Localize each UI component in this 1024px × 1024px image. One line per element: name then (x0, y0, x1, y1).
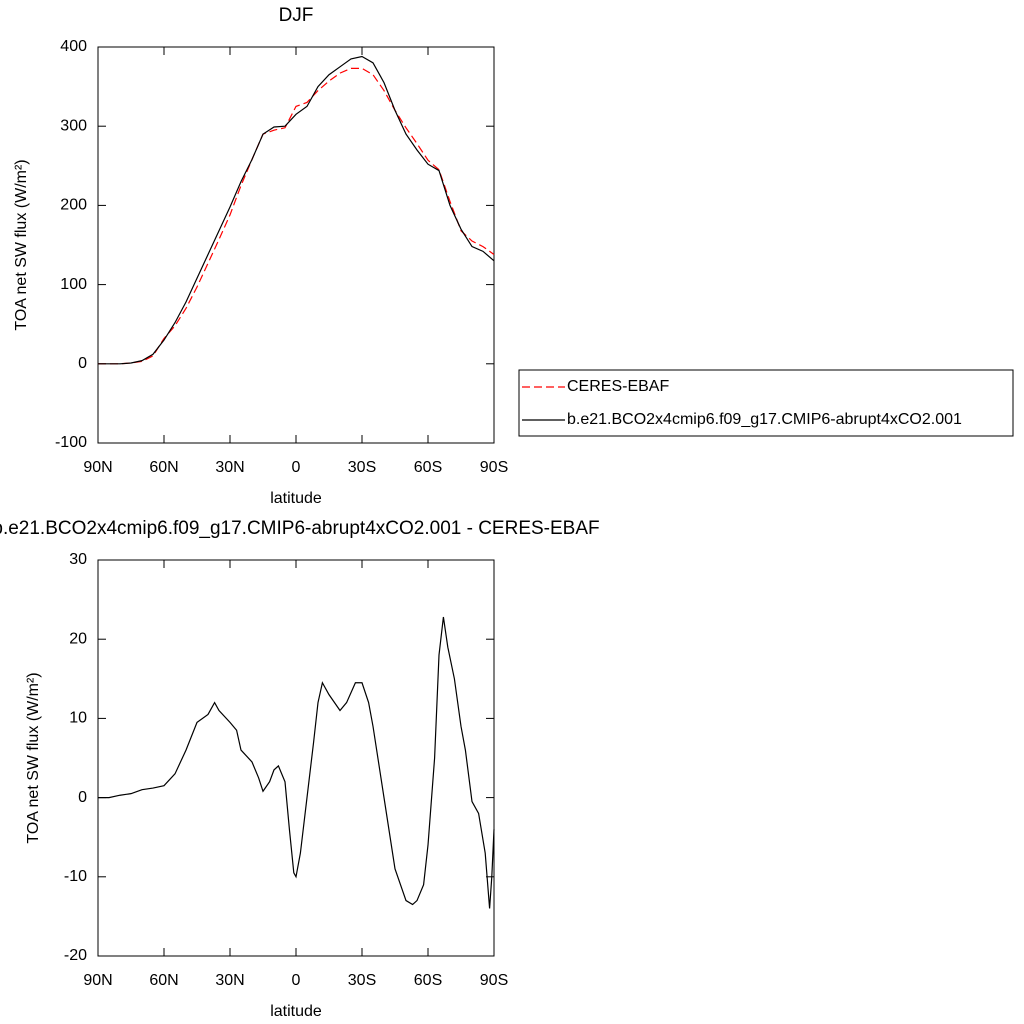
y-tick-label: 20 (69, 630, 87, 647)
x-axis-label: latitude (270, 490, 322, 507)
x-tick-label: 60S (414, 459, 442, 476)
data-line (98, 55, 495, 365)
x-tick-label: 30S (348, 459, 376, 476)
x-tick-label: 90N (83, 459, 112, 476)
x-tick-label: 30N (215, 459, 244, 476)
x-tick-label: 60S (414, 972, 442, 989)
y-tick-label: 300 (60, 117, 87, 134)
y-tick-label: 0 (78, 355, 87, 372)
x-tick-label: 30S (348, 972, 376, 989)
x-tick-label: 90N (83, 972, 112, 989)
x-tick-label: 60N (149, 972, 178, 989)
chart-title: b.e21.BCO2x4cmip6.f09_g17.CMIP6-abrupt4x… (0, 518, 600, 539)
x-tick-label: 90S (480, 972, 508, 989)
y-axis-label: TOA net SW flux (W/m²) (13, 159, 30, 330)
y-tick-label: -10 (64, 868, 87, 885)
y-axis-label: TOA net SW flux (W/m²) (25, 672, 42, 843)
x-tick-label: 60N (149, 459, 178, 476)
data-line (98, 616, 495, 909)
y-tick-label: 400 (60, 38, 87, 55)
x-tick-label: 90S (480, 459, 508, 476)
legend-label: b.e21.BCO2x4cmip6.f09_g17.CMIP6-abrupt4x… (567, 411, 962, 428)
x-tick-label: 30N (215, 972, 244, 989)
y-tick-label: 0 (78, 789, 87, 806)
legend-box (518, 369, 1014, 437)
y-tick-label: 10 (69, 710, 87, 727)
y-tick-label: 100 (60, 276, 87, 293)
y-tick-label: -100 (55, 434, 87, 451)
x-tick-label: 0 (292, 459, 301, 476)
x-axis-label: latitude (270, 1003, 322, 1020)
chart-title: DJF (279, 5, 314, 26)
y-tick-label: -20 (64, 947, 87, 964)
plot-frame (97, 46, 495, 444)
x-tick-label: 0 (292, 972, 301, 989)
legend-label: CERES-EBAF (567, 378, 669, 395)
y-tick-label: 30 (69, 551, 87, 568)
y-tick-label: 200 (60, 197, 87, 214)
plot-frame (97, 559, 495, 957)
data-line (98, 67, 495, 365)
